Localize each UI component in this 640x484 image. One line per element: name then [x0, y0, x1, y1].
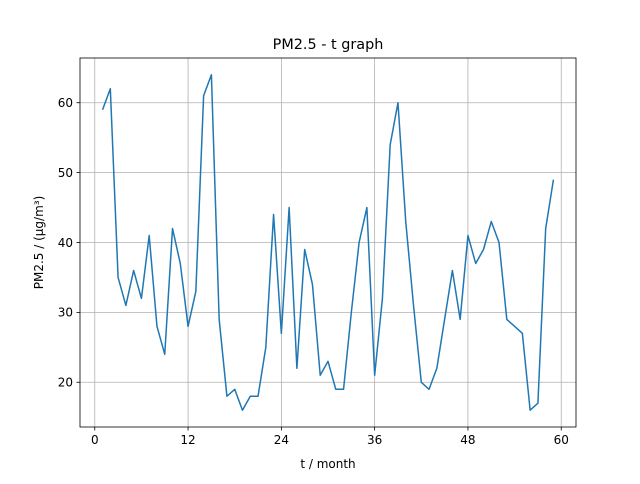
x-tick-label: 0 [91, 433, 99, 447]
chart-title: PM2.5 - t graph [273, 37, 384, 53]
x-tick-label: 12 [180, 433, 195, 447]
y-tick-label: 40 [58, 236, 73, 250]
x-tick-label: 36 [367, 433, 382, 447]
y-axis-ticks: 20 30 40 50 60 [58, 96, 80, 390]
x-axis-label: t / month [300, 457, 355, 471]
y-tick-label: 30 [58, 306, 73, 320]
x-tick-label: 48 [460, 433, 475, 447]
series-layer [101, 74, 555, 411]
x-tick-label: 24 [274, 433, 289, 447]
y-tick-label: 50 [58, 166, 73, 180]
x-tick-label: 60 [554, 433, 569, 447]
y-tick-label: 60 [58, 96, 73, 110]
y-tick-label: 20 [58, 376, 73, 390]
grid-lines [80, 58, 576, 427]
x-axis-ticks: 0 12 24 36 48 60 [91, 427, 569, 447]
y-axis-label: PM2.5 / (μg/m³) [32, 196, 46, 290]
series-line [101, 74, 555, 411]
